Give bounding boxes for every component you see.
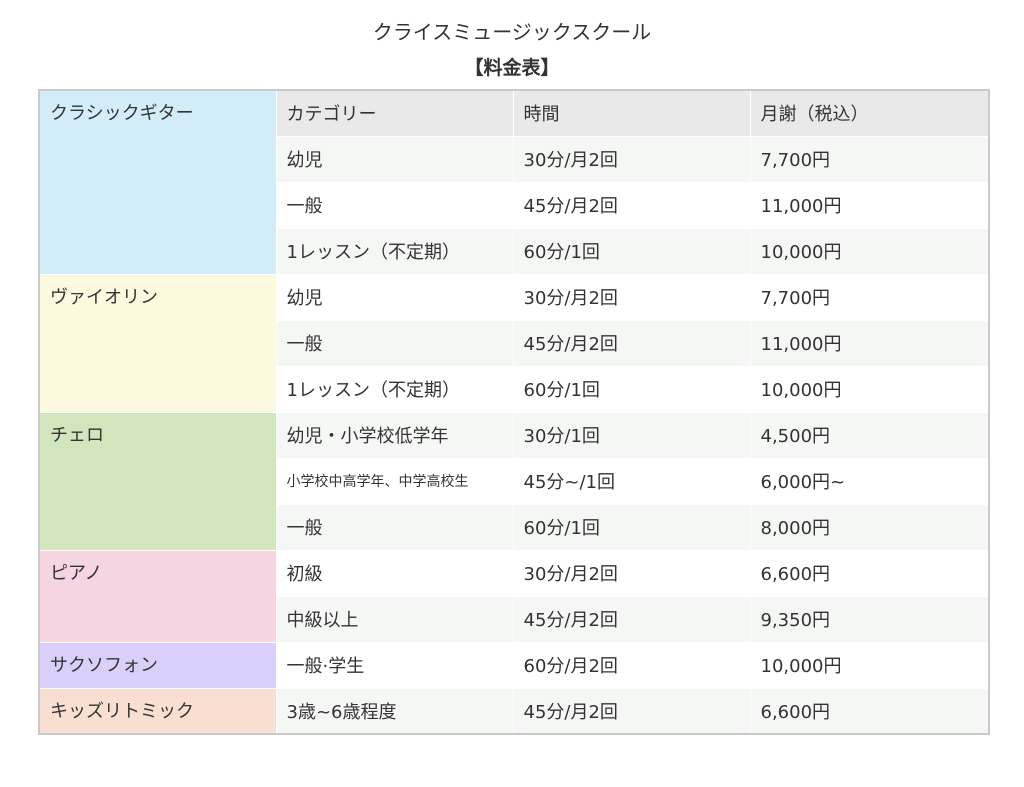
table-row: ヴァイオリン 幼児 30分/月2回 7,700円 xyxy=(38,273,989,412)
table-row: ピアノ 初級 30分/月2回 6,600円 xyxy=(38,549,989,642)
cell-category: 小学校中高学年、中学高校生 xyxy=(275,457,513,504)
header-fee: 月謝（税込） xyxy=(749,89,989,136)
cell-time: 30分/1回 xyxy=(512,411,750,458)
cell-fee: 6,600円 xyxy=(749,687,989,734)
header-row: クラシックギター カテゴリー 時間 月謝（税込） xyxy=(38,89,989,274)
cell-time: 45分/月2回 xyxy=(512,595,750,642)
cell-category: 1レッスン（不定期） xyxy=(275,227,513,274)
table-row: 一般 45分/月2回 11,000円 xyxy=(39,181,989,228)
cell-category: 一般·学生 xyxy=(275,641,513,688)
cell-time: 60分/1回 xyxy=(512,227,750,274)
header-category: カテゴリー xyxy=(275,89,513,136)
cell-fee: 6,600円 xyxy=(749,549,989,596)
table-row: 小学校中高学年、中学高校生 45分~/1回 6,000円~ xyxy=(39,457,989,504)
instrument-name: クラシックギター xyxy=(38,89,276,274)
cell-fee: 4,500円 xyxy=(749,411,989,458)
instrument-name: ピアノ xyxy=(38,549,276,642)
cell-time: 60分/1回 xyxy=(512,365,750,412)
table-row: チェロ 幼児・小学校低学年 30分/1回 4,500円 xyxy=(38,411,989,550)
table-row: 1レッスン（不定期） 60分/1回 10,000円 xyxy=(39,365,989,412)
cell-fee: 10,000円 xyxy=(749,227,989,274)
table-row: 一般 45分/月2回 11,000円 xyxy=(39,319,989,366)
cell-time: 30分/月2回 xyxy=(512,549,750,596)
cell-time: 30分/月2回 xyxy=(512,135,750,182)
instrument-name: キッズリトミック xyxy=(38,687,276,734)
cell-category: 3歳~6歳程度 xyxy=(275,687,513,734)
cell-category: 一般 xyxy=(275,181,513,228)
cell-category: 幼児・小学校低学年 xyxy=(275,411,513,458)
table-row: 中級以上 45分/月2回 9,350円 xyxy=(39,595,989,642)
cell-time: 45分~/1回 xyxy=(512,457,750,504)
table-row: サクソフォン 一般·学生 60分/月2回 10,000円 xyxy=(38,641,989,688)
cell-category: 中級以上 xyxy=(275,595,513,642)
cell-category: 初級 xyxy=(275,549,513,596)
cell-category: 一般 xyxy=(275,503,513,550)
cell-fee: 9,350円 xyxy=(749,595,989,642)
cell-time: 45分/月2回 xyxy=(512,181,750,228)
cell-fee: 8,000円 xyxy=(749,503,989,550)
cell-fee: 10,000円 xyxy=(749,641,989,688)
cell-category: 1レッスン（不定期） xyxy=(275,365,513,412)
cell-time: 60分/1回 xyxy=(512,503,750,550)
cell-category: 一般 xyxy=(275,319,513,366)
table-row: キッズリトミック 3歳~6歳程度 45分/月2回 6,600円 xyxy=(38,687,989,734)
page-title: クライスミュージックスクール xyxy=(372,20,652,44)
instrument-name: ヴァイオリン xyxy=(38,273,276,412)
cell-time: 60分/月2回 xyxy=(512,641,750,688)
instrument-name: チェロ xyxy=(38,411,276,550)
instrument-name: サクソフォン xyxy=(38,641,276,688)
cell-fee: 7,700円 xyxy=(749,135,989,182)
header-time: 時間 xyxy=(512,89,750,136)
price-table-body: クラシックギター カテゴリー 時間 月謝（税込） 幼児 30分/月2回 7,700円 一般 45… xyxy=(38,89,989,734)
cell-time: 45分/月2回 xyxy=(512,687,750,734)
cell-time: 30分/月2回 xyxy=(512,273,750,320)
page-subtitle: 【料金表】 xyxy=(464,57,560,79)
cell-fee: 6,000円~ xyxy=(749,457,989,504)
table-row: 幼児 30分/月2回 7,700円 xyxy=(39,135,989,182)
cell-category: 幼児 xyxy=(275,135,513,182)
cell-fee: 10,000円 xyxy=(749,365,989,412)
cell-category: 幼児 xyxy=(275,273,513,320)
table-row: 一般 60分/1回 8,000円 xyxy=(39,503,989,550)
cell-fee: 7,700円 xyxy=(749,273,989,320)
cell-fee: 11,000円 xyxy=(749,181,989,228)
price-table: クラシックギター カテゴリー 時間 月謝（税込） 幼児 30分/月2回 7,700円 一般 45… xyxy=(38,89,990,735)
table-row: 1レッスン（不定期） 60分/1回 10,000円 xyxy=(39,227,989,274)
cell-fee: 11,000円 xyxy=(749,319,989,366)
cell-time: 45分/月2回 xyxy=(512,319,750,366)
